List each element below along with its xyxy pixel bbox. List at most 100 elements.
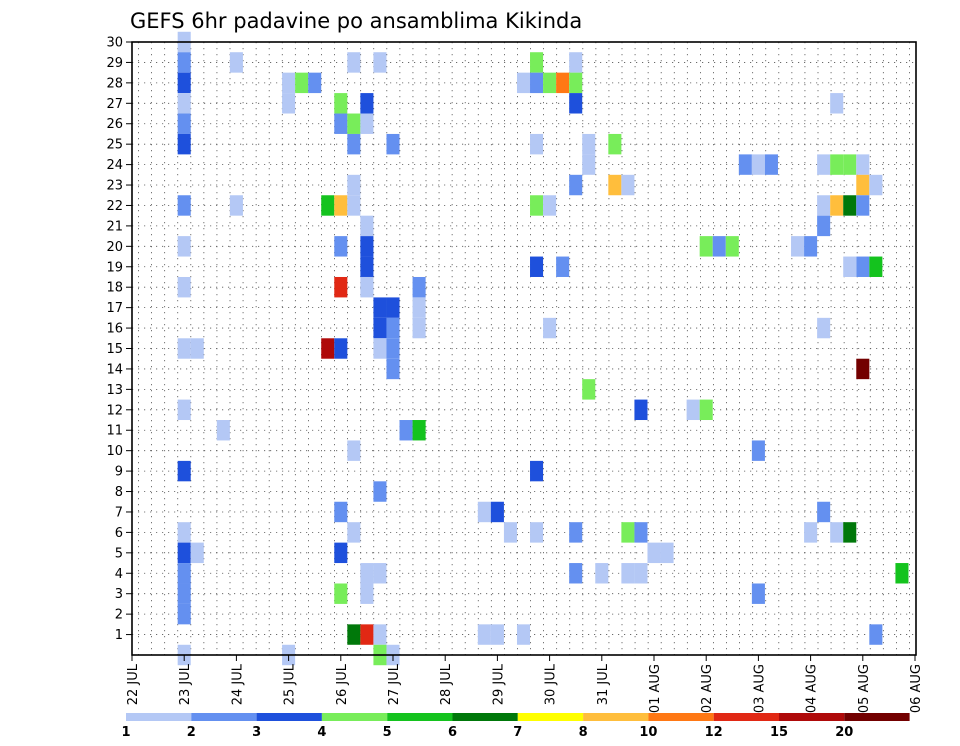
data-cell bbox=[282, 72, 296, 94]
data-cell bbox=[373, 317, 387, 339]
data-cell bbox=[477, 624, 491, 645]
data-cell bbox=[516, 624, 531, 645]
data-cell bbox=[725, 236, 739, 257]
data-cell bbox=[477, 501, 491, 523]
y-tick-label: 21 bbox=[106, 219, 123, 234]
data-cell bbox=[360, 236, 374, 257]
data-cell bbox=[360, 215, 374, 237]
colorbar-label: 1 bbox=[121, 725, 130, 740]
data-cell bbox=[556, 256, 570, 277]
data-cell bbox=[660, 542, 674, 564]
y-tick-label: 27 bbox=[106, 97, 123, 112]
data-cell bbox=[569, 563, 583, 584]
x-tick-label: 27 JUL bbox=[387, 663, 402, 705]
colorbar-label: 2 bbox=[187, 725, 196, 740]
x-tick-label: 31 JUL bbox=[596, 663, 611, 705]
data-cell bbox=[530, 522, 544, 543]
data-cell bbox=[321, 195, 335, 216]
data-cell bbox=[177, 542, 191, 564]
data-cell bbox=[360, 624, 374, 645]
data-cell bbox=[386, 317, 400, 339]
y-tick-label: 29 bbox=[106, 56, 123, 71]
x-tick-label: 06 AUG bbox=[909, 664, 924, 713]
y-tick-label: 30 bbox=[106, 36, 123, 51]
data-cell bbox=[347, 133, 361, 155]
data-cell bbox=[582, 154, 596, 175]
data-cell bbox=[817, 195, 831, 216]
x-tick-label: 23 JUL bbox=[178, 663, 193, 705]
data-cell bbox=[177, 133, 191, 155]
data-cell bbox=[373, 624, 387, 645]
data-cell bbox=[177, 522, 191, 543]
data-cell bbox=[582, 379, 596, 400]
colorbar-swatch bbox=[452, 713, 518, 721]
y-tick-label: 24 bbox=[106, 158, 123, 173]
data-cell bbox=[543, 72, 557, 94]
data-cell bbox=[869, 624, 883, 645]
data-cell bbox=[190, 542, 204, 564]
data-cell bbox=[751, 583, 765, 604]
data-cell bbox=[856, 195, 870, 216]
data-cell bbox=[843, 154, 857, 175]
data-cell bbox=[334, 195, 348, 216]
data-cell bbox=[177, 52, 191, 73]
x-tick-label: 24 JUL bbox=[230, 663, 245, 705]
data-cell bbox=[699, 236, 713, 257]
data-cell bbox=[490, 624, 504, 645]
data-cell bbox=[595, 563, 609, 584]
data-cell bbox=[386, 338, 400, 359]
data-cell bbox=[177, 338, 191, 359]
x-tick-label: 28 JUL bbox=[439, 663, 454, 705]
data-cell bbox=[817, 154, 831, 175]
y-tick-label: 17 bbox=[106, 301, 123, 316]
data-cell bbox=[386, 297, 400, 318]
colorbar-swatch bbox=[779, 713, 845, 721]
data-cell bbox=[347, 52, 361, 73]
data-cell bbox=[503, 522, 517, 543]
data-cell bbox=[360, 256, 374, 277]
data-cell bbox=[399, 420, 413, 441]
y-tick-label: 6 bbox=[115, 526, 123, 541]
data-cell bbox=[817, 215, 831, 237]
data-cell bbox=[843, 522, 857, 543]
y-tick-label: 10 bbox=[106, 444, 123, 459]
data-cell bbox=[830, 195, 844, 216]
data-cell bbox=[295, 72, 309, 94]
x-tick-label: 03 AUG bbox=[752, 664, 767, 713]
data-cell bbox=[699, 399, 713, 421]
data-cell bbox=[177, 563, 191, 584]
data-cell bbox=[608, 133, 622, 155]
data-cell bbox=[373, 563, 387, 584]
data-cell bbox=[386, 358, 400, 380]
data-cell bbox=[856, 154, 870, 175]
colorbar-label: 3 bbox=[252, 725, 261, 740]
chart-title: GEFS 6hr padavine po ansamblima Kikinda bbox=[130, 9, 582, 33]
data-cells bbox=[177, 31, 909, 666]
data-cell bbox=[373, 297, 387, 318]
y-tick-label: 28 bbox=[106, 76, 123, 91]
data-cell bbox=[177, 460, 191, 482]
colorbar-swatch bbox=[583, 713, 649, 721]
data-cell bbox=[177, 72, 191, 94]
y-axis: 1234567891011121314151617181920212223242… bbox=[106, 36, 132, 643]
colorbar-legend: 1 2 3 4 5 6 7 8 10 12 15 20 bbox=[121, 713, 910, 740]
colorbar-label: 15 bbox=[770, 725, 788, 740]
colorbar-label: 6 bbox=[448, 725, 457, 740]
colorbar-label: 12 bbox=[705, 725, 723, 740]
data-cell bbox=[334, 501, 348, 523]
data-cell bbox=[569, 522, 583, 543]
data-cell bbox=[229, 52, 243, 73]
grid-lines bbox=[132, 41, 916, 655]
data-cell bbox=[686, 399, 700, 421]
data-cell bbox=[569, 72, 583, 94]
data-cell bbox=[334, 583, 348, 604]
y-tick-label: 1 bbox=[115, 628, 123, 643]
colorbar-label: 5 bbox=[383, 725, 392, 740]
data-cell bbox=[804, 522, 818, 543]
data-cell bbox=[360, 276, 374, 298]
data-cell bbox=[177, 583, 191, 604]
data-cell bbox=[386, 133, 400, 155]
data-cell bbox=[764, 154, 778, 175]
colorbar-swatch bbox=[648, 713, 714, 721]
